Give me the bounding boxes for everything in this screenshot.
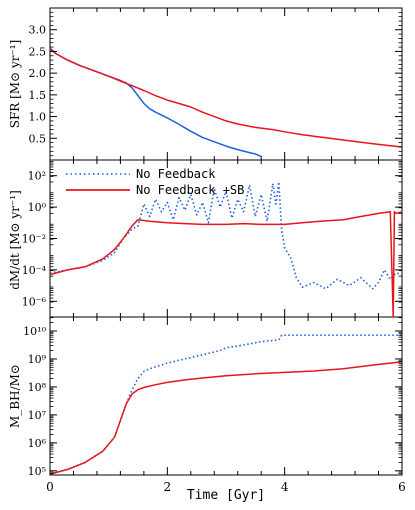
panel-bhmass-frame — [49, 316, 403, 476]
time-axis-label: Time [Gyr] — [187, 488, 265, 503]
ytick-label: 0.5 — [29, 132, 47, 145]
ytick-label: 2.5 — [29, 45, 47, 58]
series-line-2-0 — [50, 334, 402, 475]
accretion-axis-label: dM/dt [M⊙ yr⁻¹] — [8, 190, 22, 290]
panel-sfr-frame — [49, 7, 403, 161]
legend-label-no-feedback-sb: No Feedback +SB — [136, 183, 244, 197]
ytick-label: 10⁵ — [28, 465, 46, 478]
ytick-label: 10⁷ — [28, 409, 47, 422]
ytick-label: 1.5 — [29, 89, 47, 102]
bh-mass-series — [50, 334, 402, 475]
xtick-label: 2 — [164, 480, 172, 494]
xtick-label: 6 — [398, 480, 406, 494]
ytick-label: 10⁻⁴ — [22, 264, 47, 277]
ytick-label: 1.0 — [29, 111, 47, 124]
xtick-label: 4 — [281, 480, 289, 494]
ytick-label: 10⁰ — [28, 201, 47, 214]
bh-mass-axis-label: M_BH/M⊙ — [8, 364, 22, 428]
axis-ticks: 0.5 1.0 1.5 2.0 2.5 3.0 10⁻⁶ 10⁻⁴ 10⁻² 10⁰ 10² 10⁵ 1… — [22, 8, 406, 494]
sfr-series — [50, 47, 402, 158]
ytick-label: 10¹⁰ — [23, 325, 46, 338]
series-line-2-1 — [50, 360, 402, 475]
ytick-label: 10⁸ — [28, 381, 47, 394]
series-line-1-0 — [50, 181, 402, 290]
ytick-label: 10⁻² — [22, 233, 46, 246]
series-line-0-1 — [50, 48, 402, 148]
legend-label-no-feedback: No Feedback — [136, 167, 216, 181]
series-line-1-1 — [50, 211, 402, 317]
ytick-label: 10⁻⁶ — [22, 295, 47, 308]
ytick-label: 3.0 — [29, 24, 47, 37]
series-line-0-0 — [50, 47, 262, 158]
ytick-label: 10⁹ — [28, 353, 47, 366]
legend: No Feedback No Feedback +SB — [66, 167, 244, 197]
ytick-label: 2.0 — [29, 67, 47, 80]
ytick-label: 10⁶ — [28, 437, 47, 450]
sfr-axis-label: SFR [M⊙ yr⁻¹] — [8, 40, 22, 129]
ytick-label: 10² — [28, 170, 46, 183]
xtick-label: 0 — [46, 480, 54, 494]
accretion-series — [50, 181, 402, 317]
